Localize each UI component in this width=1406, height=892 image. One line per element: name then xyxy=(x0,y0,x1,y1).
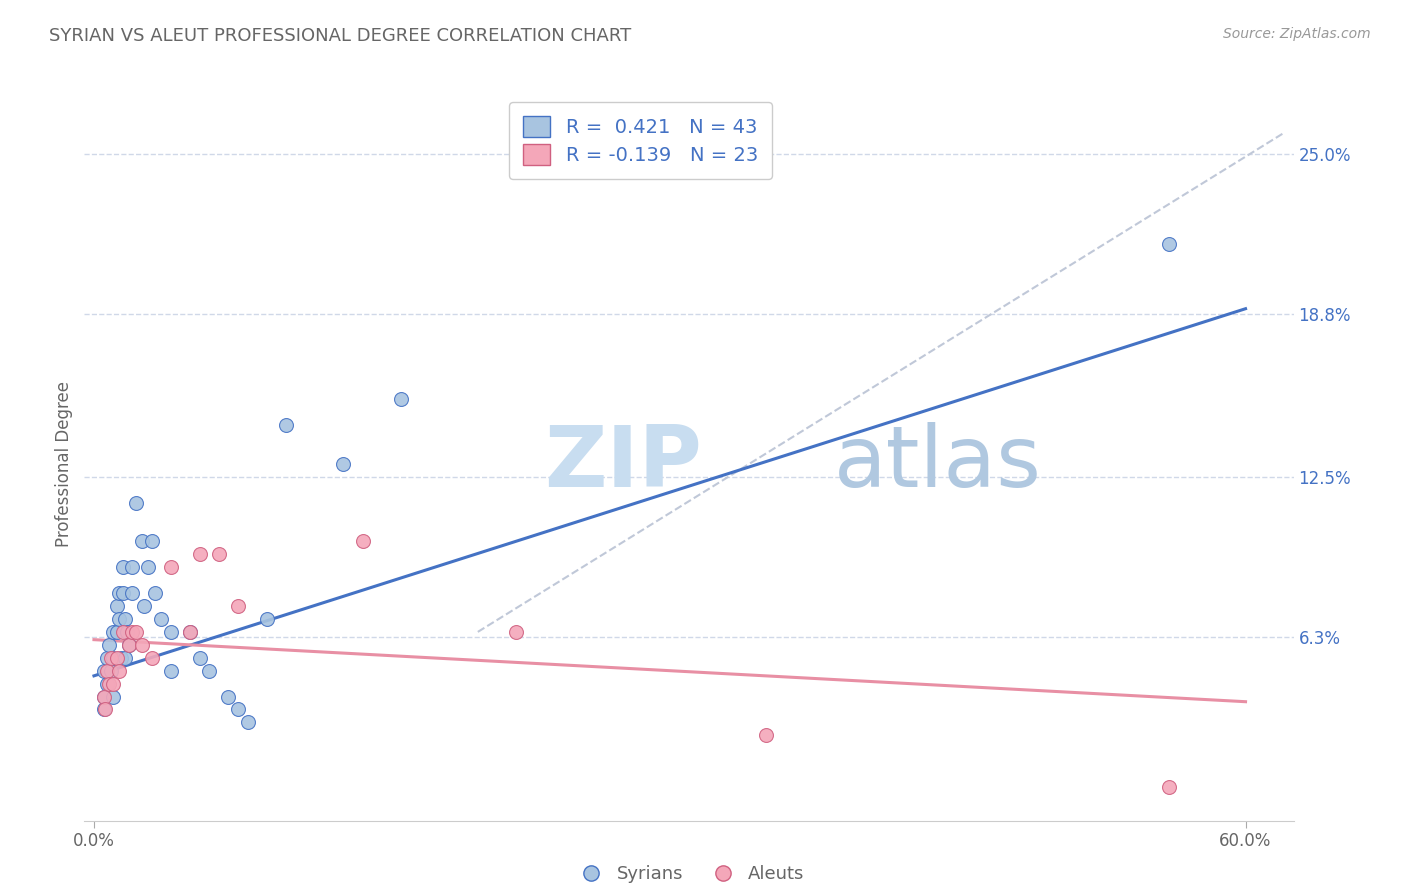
Point xyxy=(121,624,143,639)
Point xyxy=(159,624,181,639)
Point xyxy=(125,495,148,509)
Point xyxy=(179,624,201,639)
Point xyxy=(256,612,278,626)
Point xyxy=(117,638,139,652)
Point xyxy=(93,664,115,678)
Point xyxy=(93,690,115,704)
Point xyxy=(121,560,143,574)
Point xyxy=(226,702,249,716)
Point xyxy=(110,650,132,665)
Point xyxy=(136,560,159,574)
Y-axis label: Professional Degree: Professional Degree xyxy=(55,381,73,547)
Point xyxy=(198,664,221,678)
Point xyxy=(93,702,115,716)
Point xyxy=(226,599,249,613)
Point xyxy=(108,664,131,678)
Point xyxy=(114,612,136,626)
Point xyxy=(108,612,131,626)
Point xyxy=(141,534,163,549)
Point xyxy=(236,715,259,730)
Point xyxy=(101,676,124,690)
Point xyxy=(1157,237,1180,252)
Point xyxy=(145,586,167,600)
Point xyxy=(755,728,778,742)
Point xyxy=(98,638,121,652)
Point xyxy=(141,650,163,665)
Point xyxy=(131,638,153,652)
Point xyxy=(1157,780,1180,794)
Point xyxy=(100,650,122,665)
Text: ZIP: ZIP xyxy=(544,422,702,506)
Point xyxy=(114,650,136,665)
Point xyxy=(150,612,173,626)
Point xyxy=(111,624,134,639)
Point xyxy=(352,534,374,549)
Point xyxy=(105,599,128,613)
Point xyxy=(101,624,124,639)
Point xyxy=(332,457,354,471)
Text: atlas: atlas xyxy=(834,422,1042,506)
Point xyxy=(96,650,118,665)
Point xyxy=(274,418,297,433)
Point xyxy=(115,624,138,639)
Point xyxy=(111,586,134,600)
Point xyxy=(188,547,211,561)
Point xyxy=(101,690,124,704)
Point xyxy=(389,392,412,407)
Point xyxy=(188,650,211,665)
Text: SYRIAN VS ALEUT PROFESSIONAL DEGREE CORRELATION CHART: SYRIAN VS ALEUT PROFESSIONAL DEGREE CORR… xyxy=(49,27,631,45)
Point xyxy=(125,624,148,639)
Point xyxy=(121,586,143,600)
Point xyxy=(108,586,131,600)
Point xyxy=(105,650,128,665)
Point xyxy=(132,599,155,613)
Point xyxy=(96,676,118,690)
Point xyxy=(159,664,181,678)
Point xyxy=(101,650,124,665)
Point xyxy=(208,547,231,561)
Point xyxy=(105,624,128,639)
Point xyxy=(217,690,239,704)
Point xyxy=(117,638,139,652)
Point xyxy=(94,702,117,716)
Point xyxy=(100,664,122,678)
Point xyxy=(93,690,115,704)
Point xyxy=(159,560,181,574)
Legend: Syrians, Aleuts: Syrians, Aleuts xyxy=(567,858,811,890)
Point xyxy=(111,560,134,574)
Text: Source: ZipAtlas.com: Source: ZipAtlas.com xyxy=(1223,27,1371,41)
Point xyxy=(98,676,121,690)
Point xyxy=(179,624,201,639)
Point xyxy=(131,534,153,549)
Point xyxy=(505,624,527,639)
Point xyxy=(96,664,118,678)
